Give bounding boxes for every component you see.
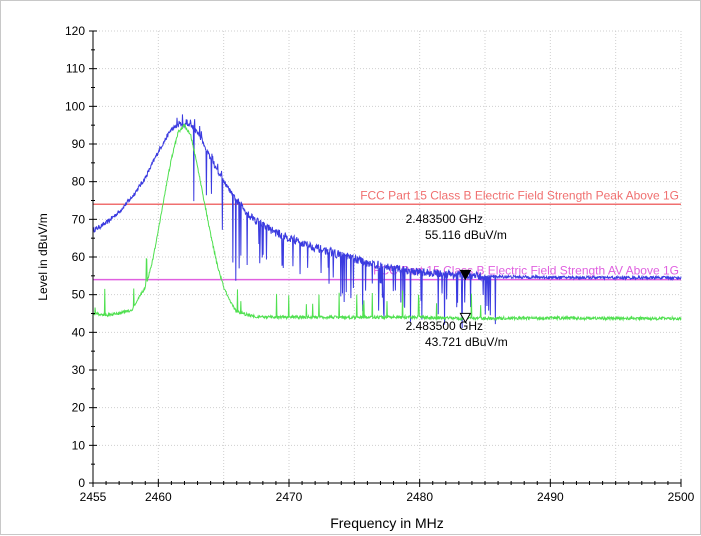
x-tick-label: 2470 <box>276 490 303 504</box>
series-line <box>92 123 682 322</box>
x-tick-label: 2455 <box>80 490 107 504</box>
y-axis-title: Level in dBuV/m <box>36 213 50 300</box>
y-tick-label: 60 <box>72 250 86 264</box>
limit-line-label: FCC Part 15 Class B Electric Field Stren… <box>360 188 679 202</box>
y-tick-label: 20 <box>72 401 86 415</box>
y-tick-label: 90 <box>72 137 86 151</box>
marker-frequency: 2.483500 GHz <box>406 319 483 333</box>
grid <box>92 30 682 484</box>
y-tick-label: 120 <box>65 24 85 38</box>
y-tick-label: 70 <box>72 212 86 226</box>
marker-triangle <box>459 312 472 324</box>
y-tick-label: 40 <box>72 325 86 339</box>
x-axis-title: Frequency in MHz <box>330 515 444 531</box>
y-tick-label: 10 <box>72 438 86 452</box>
ticks: 0 10 20 30 40 50 60 70 80 90 100 110 120 2455 2460 2470… <box>65 24 695 504</box>
y-tick-label: 0 <box>78 476 85 490</box>
y-tick-label: 80 <box>72 175 86 189</box>
marker-level: 43.721 dBuV/m <box>425 335 508 349</box>
series-line <box>92 114 682 329</box>
marker-triangle <box>459 269 472 281</box>
markers: 2.483500 GHz 55.116 dBuV/m 2.483500 GHz 43.… <box>406 212 508 349</box>
marker-level: 55.116 dBuV/m <box>425 228 507 242</box>
x-tick-label: 2490 <box>537 490 564 504</box>
y-tick-label: 30 <box>72 363 86 377</box>
x-tick-label: 2460 <box>145 490 172 504</box>
y-tick-label: 100 <box>65 99 85 113</box>
x-tick-label: 2500 <box>668 490 695 504</box>
x-tick-label: 2480 <box>406 490 433 504</box>
series-group <box>92 114 682 329</box>
y-tick-label: 110 <box>66 62 85 76</box>
marker-frequency: 2.483500 GHz <box>406 212 483 226</box>
y-tick-label: 50 <box>72 288 86 302</box>
